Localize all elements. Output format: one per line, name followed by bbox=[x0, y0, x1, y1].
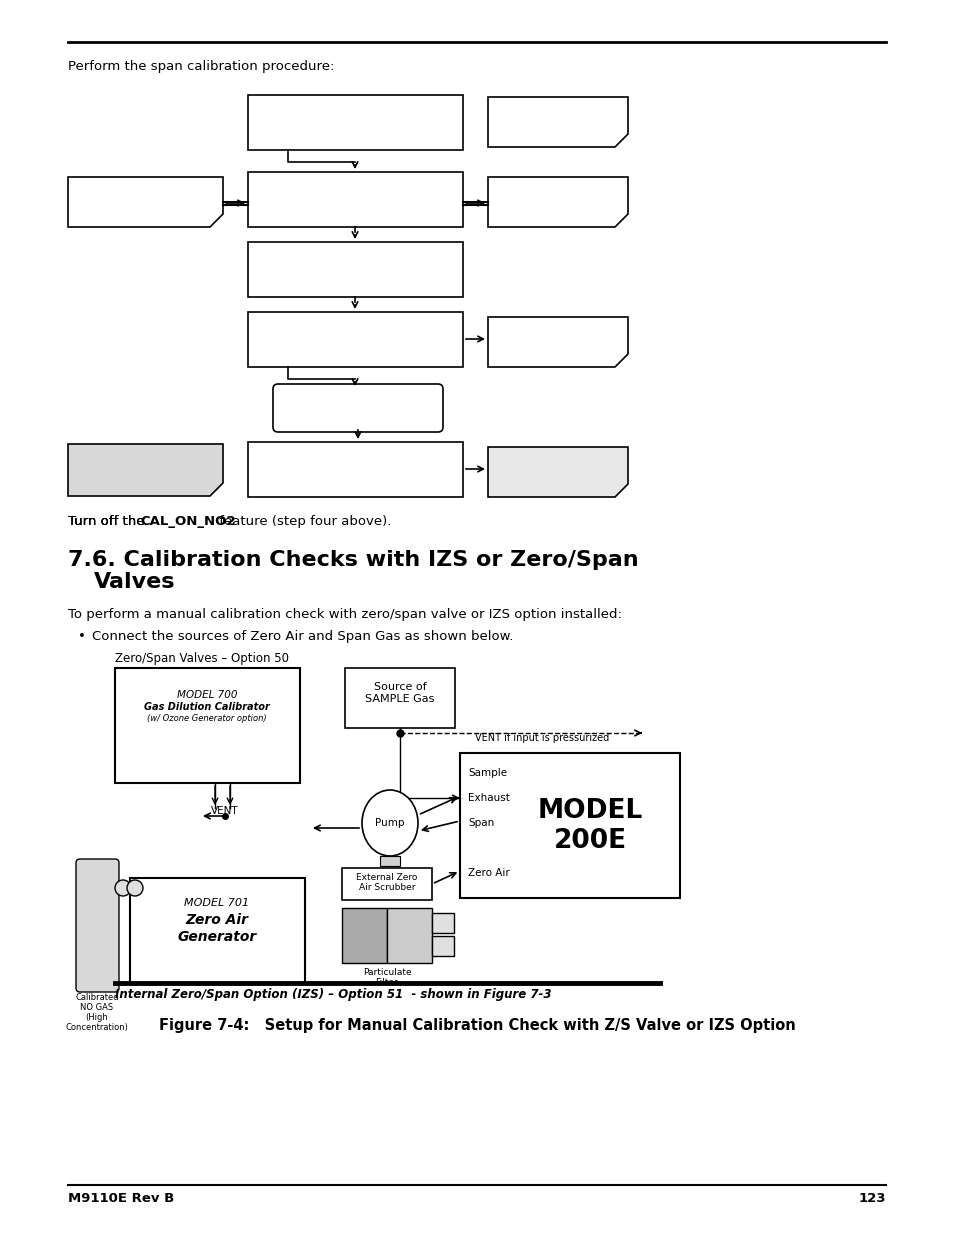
Polygon shape bbox=[488, 447, 627, 496]
Text: M9110E Rev B: M9110E Rev B bbox=[68, 1192, 174, 1205]
Polygon shape bbox=[68, 445, 223, 496]
Text: Exhaust: Exhaust bbox=[468, 793, 509, 803]
Polygon shape bbox=[488, 98, 627, 147]
Bar bbox=[341, 868, 432, 900]
Bar bbox=[345, 668, 455, 727]
Text: Source of: Source of bbox=[374, 682, 426, 692]
Bar bbox=[248, 172, 462, 227]
Text: (w/ Ozone Generator option): (w/ Ozone Generator option) bbox=[147, 714, 267, 722]
FancyBboxPatch shape bbox=[273, 384, 442, 432]
Bar bbox=[248, 95, 462, 149]
Text: Sample: Sample bbox=[468, 768, 507, 778]
Text: Internal Zero/Span Option (IZS) – Option 51  - shown in Figure 7-3: Internal Zero/Span Option (IZS) – Option… bbox=[115, 988, 551, 1002]
Text: 7.6. Calibration Checks with IZS or Zero/Span: 7.6. Calibration Checks with IZS or Zero… bbox=[68, 550, 638, 571]
Text: Turn off the: Turn off the bbox=[68, 515, 149, 529]
Text: Span: Span bbox=[468, 818, 494, 827]
Bar bbox=[248, 442, 462, 496]
Bar bbox=[432, 913, 454, 932]
Text: Zero/Span Valves – Option 50: Zero/Span Valves – Option 50 bbox=[115, 652, 289, 664]
Bar bbox=[248, 242, 462, 296]
FancyBboxPatch shape bbox=[76, 860, 119, 992]
Text: Zero Air: Zero Air bbox=[185, 913, 248, 927]
Text: (High: (High bbox=[86, 1013, 109, 1023]
Text: MODEL 700: MODEL 700 bbox=[176, 690, 237, 700]
Circle shape bbox=[115, 881, 131, 897]
Bar bbox=[115, 668, 299, 783]
Text: Particulate: Particulate bbox=[362, 968, 411, 977]
Text: Perform the span calibration procedure:: Perform the span calibration procedure: bbox=[68, 61, 334, 73]
Text: Calibrated: Calibrated bbox=[75, 993, 119, 1002]
Text: VENT if input is pressurized: VENT if input is pressurized bbox=[475, 734, 609, 743]
Text: Generator: Generator bbox=[177, 930, 256, 944]
Text: Pump: Pump bbox=[375, 818, 404, 827]
Text: •: • bbox=[78, 630, 86, 643]
Polygon shape bbox=[68, 177, 223, 227]
Polygon shape bbox=[488, 317, 627, 367]
Bar bbox=[130, 878, 305, 983]
Text: Figure 7-4:   Setup for Manual Calibration Check with Z/S Valve or IZS Option: Figure 7-4: Setup for Manual Calibration… bbox=[158, 1018, 795, 1032]
Text: VENT: VENT bbox=[211, 806, 238, 816]
Text: SAMPLE Gas: SAMPLE Gas bbox=[365, 694, 435, 704]
Text: NO GAS: NO GAS bbox=[80, 1003, 113, 1011]
Text: Turn off the: Turn off the bbox=[68, 515, 149, 529]
Bar bbox=[387, 908, 432, 963]
Text: External Zero: External Zero bbox=[355, 873, 417, 882]
Text: Filter: Filter bbox=[375, 978, 398, 987]
Text: Air Scrubber: Air Scrubber bbox=[358, 883, 415, 892]
Text: feature (step four above).: feature (step four above). bbox=[214, 515, 391, 529]
Circle shape bbox=[127, 881, 143, 897]
Ellipse shape bbox=[361, 790, 417, 856]
Text: MODEL 701: MODEL 701 bbox=[184, 898, 250, 908]
Text: To perform a manual calibration check with zero/span valve or IZS option install: To perform a manual calibration check wi… bbox=[68, 608, 621, 621]
Text: MODEL
200E: MODEL 200E bbox=[537, 798, 642, 853]
Text: Turn off the ​: Turn off the ​ bbox=[68, 515, 149, 529]
Bar bbox=[432, 936, 454, 956]
Polygon shape bbox=[488, 177, 627, 227]
Text: CAL_ON_NO2: CAL_ON_NO2 bbox=[140, 515, 235, 529]
Text: Valves: Valves bbox=[94, 572, 175, 592]
Bar bbox=[248, 312, 462, 367]
Text: 123: 123 bbox=[858, 1192, 885, 1205]
Bar bbox=[459, 753, 679, 898]
Text: Gas Dilution Calibrator: Gas Dilution Calibrator bbox=[144, 701, 270, 713]
Text: Zero Air: Zero Air bbox=[468, 868, 509, 878]
Text: Concentration): Concentration) bbox=[66, 1023, 129, 1032]
Bar bbox=[379, 856, 399, 866]
Bar bbox=[341, 908, 387, 963]
Text: Connect the sources of Zero Air and Span Gas as shown below.: Connect the sources of Zero Air and Span… bbox=[91, 630, 513, 643]
